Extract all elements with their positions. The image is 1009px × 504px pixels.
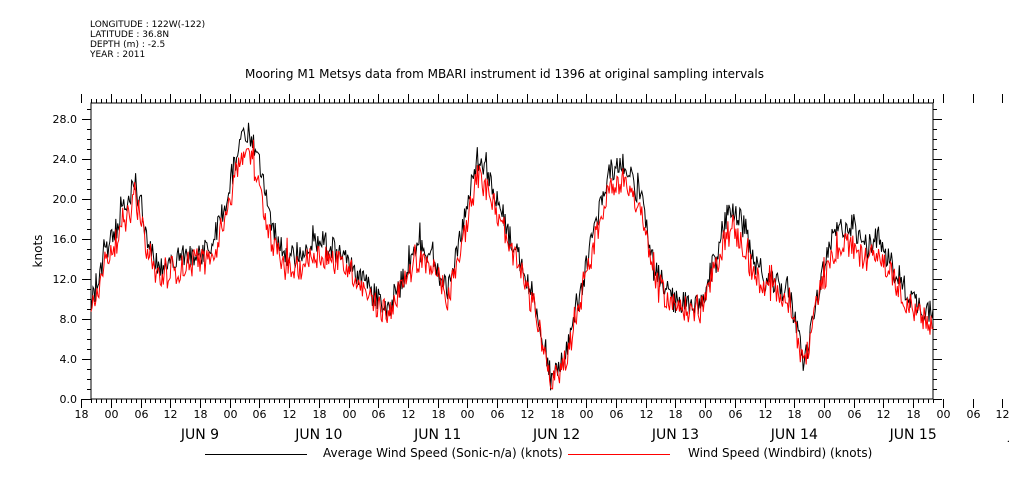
x-hour-tick-label: 06 bbox=[729, 408, 743, 421]
x-hour-tick-label: 06 bbox=[253, 408, 267, 421]
x-hour-tick-label: 12 bbox=[759, 408, 773, 421]
x-hour-tick-label: 12 bbox=[402, 408, 416, 421]
x-hour-tick-label: 18 bbox=[907, 408, 921, 421]
y-tick-label: 12.0 bbox=[53, 273, 78, 286]
x-hour-tick-label: 12 bbox=[521, 408, 535, 421]
x-hour-tick-label: 12 bbox=[283, 408, 297, 421]
legend-label-windbird: Wind Speed (Windbird) (knots) bbox=[688, 446, 873, 460]
metadata-block: LONGITUDE : 122W(-122) LATITUDE : 36.8N … bbox=[90, 20, 205, 60]
x-day-label: JUN 14 bbox=[770, 427, 818, 443]
x-hour-tick-label: 18 bbox=[313, 408, 327, 421]
x-hour-tick-label: 06 bbox=[848, 408, 862, 421]
x-hour-tick-label: 18 bbox=[432, 408, 446, 421]
chart-title: Mooring M1 Metsys data from MBARI instru… bbox=[245, 67, 764, 81]
y-tick-label: 0.0 bbox=[60, 393, 78, 406]
x-hour-tick-label: 06 bbox=[610, 408, 624, 421]
y-tick-label: 8.0 bbox=[60, 313, 78, 326]
x-hour-tick-label: 00 bbox=[461, 408, 475, 421]
depth-label: DEPTH (m) : -2.5 bbox=[90, 40, 166, 50]
x-hour-tick-label: 18 bbox=[551, 408, 565, 421]
x-hour-tick-label: 18 bbox=[788, 408, 802, 421]
series-line-windbird bbox=[90, 139, 934, 390]
legend-label-sonic: Average Wind Speed (Sonic-n/a) (knots) bbox=[323, 446, 563, 460]
y-tick-label: 4.0 bbox=[60, 353, 78, 366]
y-tick-label: 16.0 bbox=[53, 233, 78, 246]
x-day-label: JUN 12 bbox=[532, 427, 580, 443]
x-hour-tick-label: 18 bbox=[75, 408, 89, 421]
x-day-label: JUN 10 bbox=[294, 427, 342, 443]
x-hour-tick-label: 00 bbox=[818, 408, 832, 421]
year-label: YEAR : 2011 bbox=[90, 50, 146, 60]
x-hour-tick-label: 00 bbox=[105, 408, 119, 421]
legend-swatch-sonic bbox=[205, 454, 307, 455]
x-day-label: JUN 16 bbox=[1007, 427, 1009, 443]
x-hour-tick-label: 12 bbox=[640, 408, 654, 421]
x-hour-tick-label: 06 bbox=[967, 408, 981, 421]
latitude-label: LATITUDE : 36.8N bbox=[90, 30, 170, 40]
x-hour-tick-label: 00 bbox=[343, 408, 357, 421]
y-tick-label: 20.0 bbox=[53, 193, 78, 206]
y-tick-label: 24.0 bbox=[53, 153, 78, 166]
x-hour-tick-label: 00 bbox=[937, 408, 951, 421]
x-day-label: JUN 15 bbox=[889, 427, 937, 443]
x-hour-tick-label: 12 bbox=[996, 408, 1009, 421]
x-hour-tick-label: 06 bbox=[135, 408, 149, 421]
x-hour-tick-label: 06 bbox=[491, 408, 505, 421]
legend: Average Wind Speed (Sonic-n/a) (knots) W… bbox=[0, 446, 1009, 466]
x-hour-tick-label: 00 bbox=[580, 408, 594, 421]
legend-swatch-windbird bbox=[568, 454, 670, 455]
x-day-label: JUN 9 bbox=[180, 427, 219, 443]
y-tick-label: 28.0 bbox=[53, 113, 78, 126]
x-day-label: JUN 11 bbox=[413, 427, 461, 443]
x-hour-tick-label: 18 bbox=[194, 408, 208, 421]
wind-speed-chart: 18 00 06 12 18 00 06 12 18 00 06 12 18 00 06 12 18 00 06 12… bbox=[31, 94, 1009, 443]
x-hour-tick-label: 18 bbox=[669, 408, 683, 421]
x-hour-tick-label: 06 bbox=[372, 408, 386, 421]
x-day-label: JUN 13 bbox=[651, 427, 699, 443]
y-axis-label: knots bbox=[31, 235, 45, 268]
x-hour-tick-label: 00 bbox=[699, 408, 713, 421]
x-hour-tick-label: 12 bbox=[877, 408, 891, 421]
x-hour-tick-label: 00 bbox=[224, 408, 238, 421]
x-hour-tick-label: 12 bbox=[164, 408, 178, 421]
longitude-label: LONGITUDE : 122W(-122) bbox=[90, 20, 206, 30]
